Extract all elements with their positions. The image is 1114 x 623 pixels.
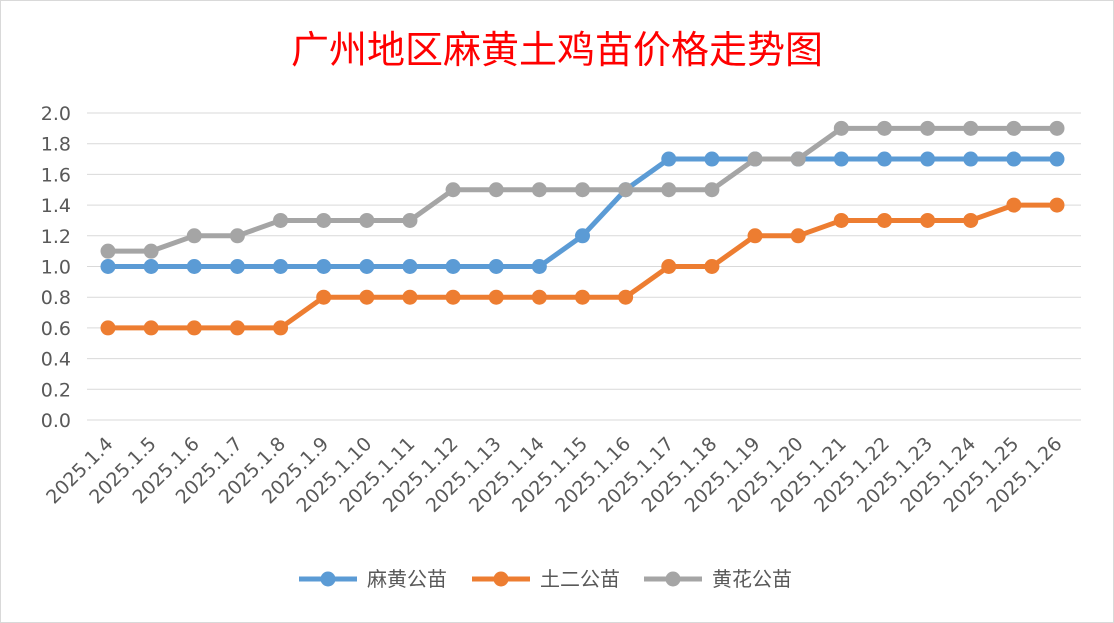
legend-swatch-marker xyxy=(493,571,509,587)
legend-label: 土二公苗 xyxy=(540,567,620,591)
legend-swatch-marker xyxy=(665,571,681,587)
data-point xyxy=(316,259,332,274)
data-point xyxy=(747,228,763,244)
data-point xyxy=(790,151,806,167)
data-point xyxy=(229,228,245,244)
series-line xyxy=(105,156,1060,269)
data-point xyxy=(575,228,590,244)
data-point xyxy=(661,259,677,274)
data-point xyxy=(833,212,849,228)
data-point xyxy=(402,212,418,228)
data-point xyxy=(273,212,289,228)
data-point xyxy=(704,151,720,167)
legend-label: 黄花公苗 xyxy=(712,567,792,591)
y-tick-label: 0.8 xyxy=(41,287,71,309)
data-point xyxy=(316,212,332,228)
data-point xyxy=(661,151,677,167)
series-2 xyxy=(100,197,1065,336)
data-point xyxy=(1049,120,1065,136)
data-point xyxy=(920,151,936,167)
data-point xyxy=(920,212,936,228)
data-point xyxy=(876,151,892,167)
series-1 xyxy=(100,151,1065,274)
data-point xyxy=(445,259,461,274)
data-point xyxy=(186,320,202,336)
data-point xyxy=(402,259,418,274)
y-tick-label: 0.0 xyxy=(41,410,71,432)
data-point xyxy=(963,120,979,136)
data-point xyxy=(488,259,504,274)
data-point xyxy=(531,259,547,274)
y-tick-label: 2.0 xyxy=(41,103,71,125)
data-point xyxy=(273,259,289,274)
data-point xyxy=(704,259,720,274)
data-point xyxy=(747,151,763,167)
data-point xyxy=(316,289,332,305)
data-point xyxy=(143,243,159,259)
y-tick-label: 1.6 xyxy=(41,164,71,186)
data-point xyxy=(704,182,720,198)
y-axis-tick-labels: 0.0 0.2 0.4 0.6 0.8 1.0 1.2 1.4 1.6 1.8 2.0 xyxy=(41,103,71,432)
legend-entry: 黄花公苗 xyxy=(644,567,792,591)
data-point xyxy=(488,182,504,198)
data-point xyxy=(833,151,849,167)
y-tick-label: 0.6 xyxy=(41,318,71,340)
data-point xyxy=(1006,197,1022,213)
data-point xyxy=(445,182,461,198)
y-tick-label: 1.0 xyxy=(41,257,71,279)
data-point xyxy=(618,289,634,305)
data-point xyxy=(273,320,289,336)
data-point xyxy=(359,212,375,228)
y-tick-label: 1.4 xyxy=(41,195,71,217)
y-tick-label: 1.8 xyxy=(41,134,71,156)
legend: 麻黄公苗 土二公苗 黄花公苗 xyxy=(299,567,792,591)
data-point xyxy=(920,120,936,136)
data-point xyxy=(100,320,116,336)
data-point xyxy=(963,151,979,167)
data-point xyxy=(833,120,849,136)
data-point xyxy=(229,320,245,336)
data-point xyxy=(186,259,202,274)
x-axis-tick-labels: 2025.1.42025.1.52025.1.62025.1.72025.1.8… xyxy=(42,433,1066,517)
data-point xyxy=(618,182,634,198)
data-point xyxy=(359,259,375,274)
data-point xyxy=(100,259,116,274)
series-3 xyxy=(100,120,1065,259)
data-point xyxy=(143,320,159,336)
data-point xyxy=(876,212,892,228)
data-point xyxy=(488,289,504,305)
data-point xyxy=(229,259,245,274)
legend-swatch-marker xyxy=(320,571,336,587)
data-point xyxy=(531,289,547,305)
chart-title: 广州地区麻黄土鸡苗价格走势图 xyxy=(291,28,823,72)
data-point xyxy=(531,182,547,198)
data-point xyxy=(876,120,892,136)
data-point xyxy=(186,228,202,244)
data-point xyxy=(575,289,590,305)
series-lines xyxy=(100,120,1065,336)
data-point xyxy=(963,212,979,228)
data-point xyxy=(1006,120,1022,136)
data-point xyxy=(1049,151,1065,167)
legend-label: 麻黄公苗 xyxy=(367,567,447,591)
y-tick-label: 0.4 xyxy=(41,349,71,371)
data-point xyxy=(1006,151,1022,167)
data-point xyxy=(143,259,159,274)
legend-entry: 土二公苗 xyxy=(472,567,620,591)
data-point xyxy=(1049,197,1065,213)
data-point xyxy=(575,182,590,198)
y-tick-label: 0.2 xyxy=(41,379,71,401)
y-tick-label: 1.2 xyxy=(41,226,71,248)
data-point xyxy=(445,289,461,305)
legend-entry: 麻黄公苗 xyxy=(299,567,447,591)
data-point xyxy=(359,289,375,305)
data-point xyxy=(402,289,418,305)
data-point xyxy=(790,228,806,244)
data-point xyxy=(661,182,677,198)
data-point xyxy=(100,243,116,259)
